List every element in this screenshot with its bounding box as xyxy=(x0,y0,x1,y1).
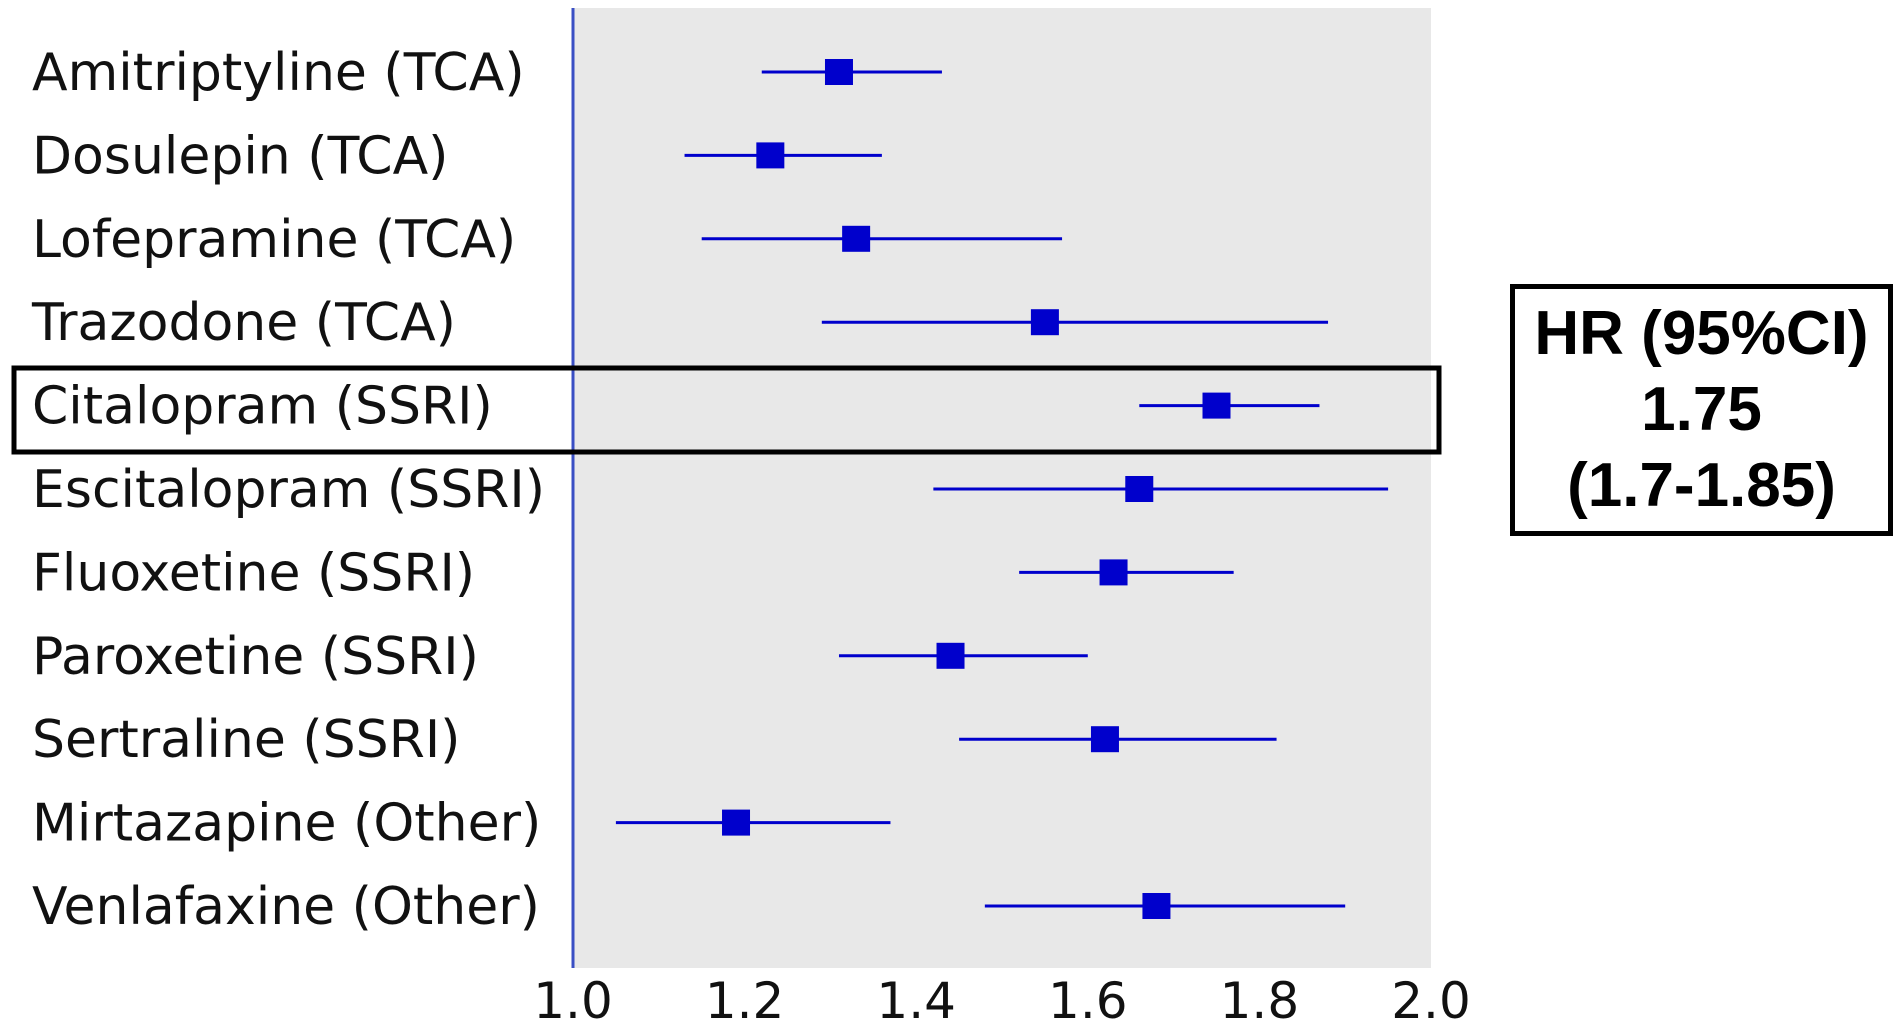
point-estimate-marker xyxy=(1142,893,1171,919)
row-label: Citalopram (SSRI) xyxy=(32,377,493,437)
row-label: Amitriptyline (TCA) xyxy=(32,43,525,103)
rows-layer: Amitriptyline (TCA) Dosulepin (TCA) Lofepr… xyxy=(31,43,1389,937)
point-estimate-marker xyxy=(1125,476,1154,502)
x-tick-label: 1.4 xyxy=(876,972,956,1026)
x-tick-label: 2.0 xyxy=(1391,972,1471,1026)
x-tick-label: 1.0 xyxy=(533,972,613,1026)
x-axis-ticks: 1.0 1.2 1.4 1.6 1.8 2.0 xyxy=(533,972,1471,1026)
row-label: Escitalopram (SSRI) xyxy=(32,460,545,520)
point-estimate-marker xyxy=(1030,309,1059,336)
point-estimate-marker xyxy=(842,225,871,252)
hr-callout-box: HR (95%CI) 1.75 (1.7-1.85) xyxy=(1510,284,1893,536)
row-label: Paroxetine (SSRI) xyxy=(32,627,479,687)
point-estimate-marker xyxy=(824,59,853,85)
point-estimate-marker xyxy=(722,809,751,836)
x-tick-label: 1.6 xyxy=(1048,972,1128,1026)
callout-interval: (1.7-1.85) xyxy=(1567,451,1836,520)
point-estimate-marker xyxy=(1099,559,1128,586)
point-estimate-marker xyxy=(1202,392,1231,419)
row-label: Dosulepin (TCA) xyxy=(32,126,448,186)
x-tick-label: 1.8 xyxy=(1220,972,1300,1026)
point-estimate-marker xyxy=(936,642,965,669)
x-tick-label: 1.2 xyxy=(705,972,785,1026)
row-label: Trazodone (TCA) xyxy=(31,293,456,353)
point-estimate-marker xyxy=(756,142,785,169)
point-estimate-marker xyxy=(1090,726,1119,753)
callout-heading: HR (95%CI) xyxy=(1534,299,1869,368)
row-label: Sertraline (SSRI) xyxy=(32,710,460,770)
callout-estimate: 1.75 xyxy=(1641,375,1762,444)
row-label: Fluoxetine (SSRI) xyxy=(32,543,475,603)
row-label: Mirtazapine (Other) xyxy=(32,794,541,854)
row-label: Lofepramine (TCA) xyxy=(32,210,516,270)
highlight-box xyxy=(11,365,1442,455)
row-label: Venlafaxine (Other) xyxy=(32,877,540,937)
